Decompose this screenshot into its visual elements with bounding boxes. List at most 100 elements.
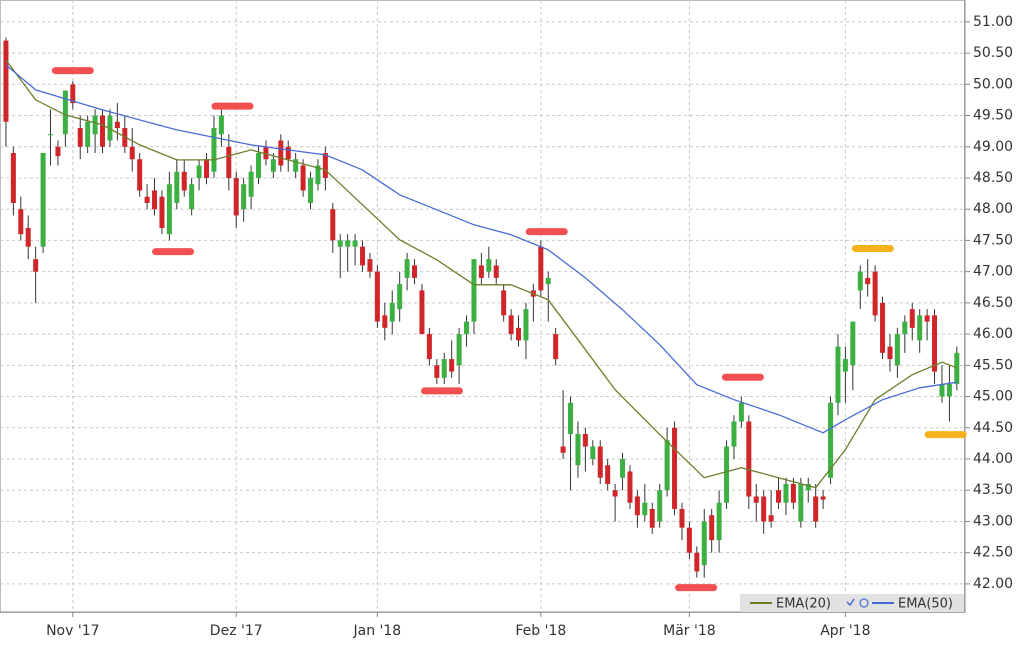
candle-body (902, 321, 908, 335)
candle-body (798, 483, 804, 522)
candle-body (753, 496, 759, 503)
y-tick-label: 46.00 (973, 326, 1013, 342)
candle-body (917, 315, 923, 341)
candle-body (278, 140, 284, 166)
candle-body (880, 302, 886, 353)
candle-body (144, 196, 150, 203)
legend: EMA(20) EMA(50) (740, 594, 964, 612)
candle-body (894, 334, 900, 366)
y-tick-label: 51.00 (973, 14, 1013, 30)
candle-body (605, 465, 611, 484)
candle-body (449, 359, 455, 372)
candle-body (10, 153, 16, 203)
level-marker (851, 245, 894, 253)
candle-body (657, 490, 663, 522)
x-tick-label: Dez '17 (210, 623, 263, 639)
candle-body (389, 302, 395, 322)
candle-body (946, 384, 952, 397)
level-marker (675, 584, 718, 592)
y-tick-label: 49.50 (973, 108, 1013, 124)
y-tick-label: 45.50 (973, 357, 1013, 373)
y-tick-label: 43.00 (973, 513, 1013, 529)
legend-icon (846, 598, 855, 607)
candle-body (932, 315, 938, 372)
candle-body (322, 153, 328, 178)
ema-line (5, 59, 958, 489)
candle-body (820, 496, 826, 500)
candle-body (285, 146, 291, 160)
candle-body (241, 184, 247, 210)
candle-body (545, 277, 551, 285)
candle-body (724, 446, 730, 503)
candle-body (419, 290, 425, 335)
candle-body (783, 483, 789, 503)
candle-body (159, 196, 165, 228)
candle-body (887, 346, 893, 360)
candle-body (25, 227, 31, 247)
y-tick-label: 49.00 (973, 139, 1013, 155)
candle-body (939, 384, 945, 397)
candle-body (634, 496, 640, 516)
candle-body (560, 446, 566, 453)
candle-body (441, 359, 447, 378)
candle-body (77, 128, 83, 147)
y-tick-label: 48.00 (973, 201, 1013, 217)
plot-frame (0, 0, 965, 613)
candle-body (404, 259, 410, 278)
candle-body (196, 165, 202, 178)
candle-body (835, 346, 841, 403)
candle-body (300, 165, 306, 191)
candle-body (761, 496, 767, 522)
candle-body (152, 190, 158, 210)
y-tick-label: 50.00 (973, 76, 1013, 92)
candle-body (672, 427, 678, 509)
candle-body (627, 471, 633, 503)
candle-body (523, 309, 529, 341)
candle-body (367, 259, 373, 272)
level-marker (721, 373, 764, 381)
candle-body (456, 334, 462, 366)
candle-body (590, 446, 596, 459)
y-tick-label: 47.00 (973, 264, 1013, 280)
candle-body (189, 184, 195, 210)
candle-body (360, 246, 366, 266)
x-tick-label: Mär '18 (663, 623, 716, 639)
candle-body (813, 496, 819, 522)
candle-body (129, 146, 135, 160)
candle-body (790, 483, 796, 503)
candle-body (842, 359, 848, 372)
candle-body (701, 521, 707, 566)
candle-body (865, 277, 871, 285)
candle-body (954, 352, 960, 385)
level-marker (525, 228, 568, 236)
candle-body (612, 490, 618, 497)
candle-body (620, 459, 626, 478)
candle-body (308, 177, 314, 203)
candle-body (137, 159, 143, 191)
candle-body (92, 115, 98, 135)
candle-body (218, 115, 224, 135)
candle-body (85, 121, 91, 147)
candle-body (471, 259, 477, 322)
candle-body (486, 259, 492, 272)
candle-body (426, 334, 432, 360)
x-tick-label: Jan '18 (353, 623, 402, 639)
x-tick-label: Nov '17 (46, 623, 99, 639)
candle-body (270, 159, 276, 172)
candle-body (553, 334, 559, 360)
y-tick-label: 45.00 (973, 389, 1013, 405)
candle-body (3, 40, 9, 122)
candle-body (70, 84, 76, 104)
level-marker (924, 431, 967, 439)
candle-body (709, 515, 715, 541)
candle-body (174, 171, 180, 203)
candle-body (746, 421, 752, 497)
candle-body (374, 271, 380, 322)
candle-body (248, 171, 254, 197)
candle-body (478, 265, 484, 278)
candle-body (114, 121, 120, 129)
candle-body (48, 134, 54, 136)
candle-body (434, 365, 440, 378)
candle-body (731, 421, 737, 447)
